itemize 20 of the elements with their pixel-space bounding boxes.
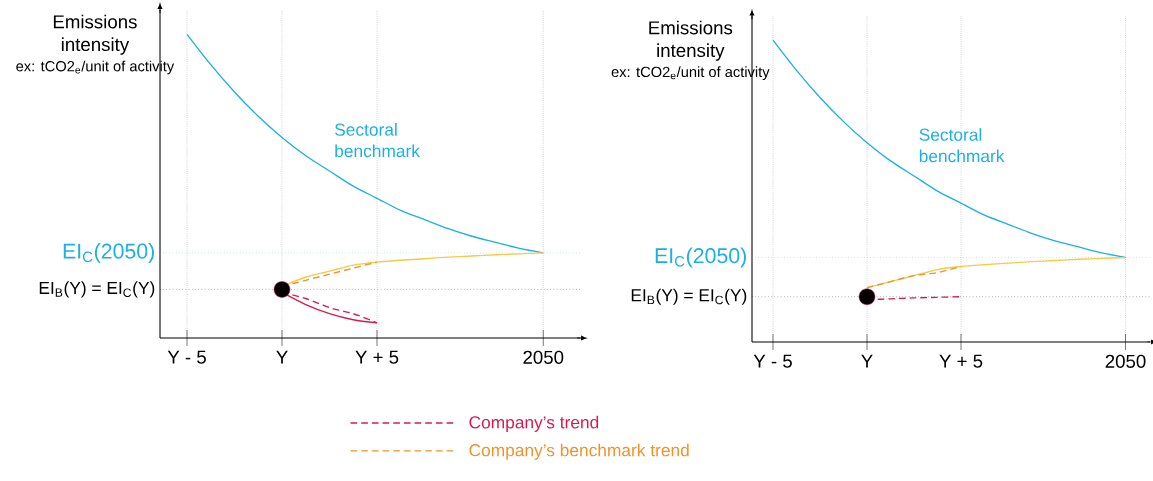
y-axis-title: Emissions intensity <box>649 20 733 61</box>
x-tick-label: 2050 <box>523 350 564 364</box>
ref-line-label: EI$_{C}$(2050) <box>655 247 746 268</box>
text: Company’s trend <box>469 415 599 432</box>
ref-line-label: EI$_{B}$(Y) = EI$_{C}$(Y) <box>631 288 747 305</box>
x-tick-label: Y <box>276 350 288 364</box>
ref-line-label: EI$_{B}$(Y) = EI$_{C}$(Y) <box>39 281 155 298</box>
x-tick-label: Y + 5 <box>939 354 983 368</box>
series-label: Sectoral benchmark <box>335 123 420 158</box>
annotation: ex: tCO2$_{e}$/unit of activity <box>611 66 770 80</box>
y-axis-title: Emissions intensity <box>53 14 137 55</box>
x-tick-label: Y <box>861 354 873 368</box>
x-tick-label: Y - 5 <box>753 354 792 368</box>
x-tick-label: 2050 <box>1105 354 1146 368</box>
x-tick-label: Y + 5 <box>355 350 399 364</box>
text: Company’s benchmark trend <box>469 443 689 460</box>
x-tick-label: Y - 5 <box>167 350 206 364</box>
ref-line-label: EI$_{C}$(2050) <box>63 243 154 263</box>
annotation: ex: tCO2$_{e}$/unit of activity <box>16 60 175 75</box>
series-label: Sectoral benchmark <box>919 128 1005 163</box>
